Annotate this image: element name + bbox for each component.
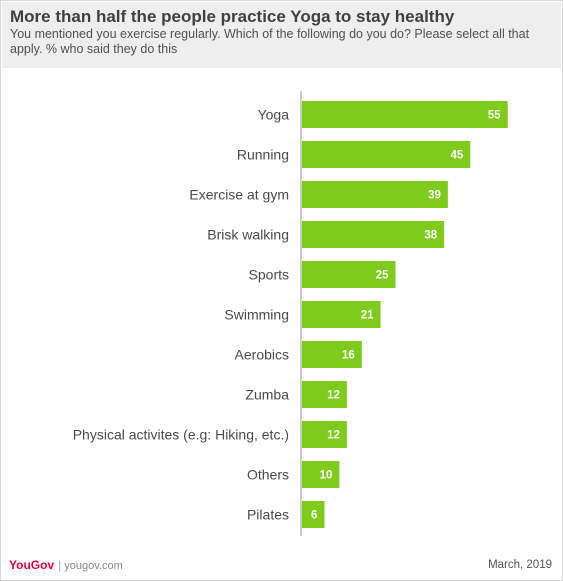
bar — [302, 181, 448, 208]
chart-subtitle: You mentioned you exercise regularly. Wh… — [10, 27, 530, 56]
category-label: Zumba — [245, 387, 289, 403]
footer-separator: | — [58, 558, 62, 572]
value-label: 45 — [451, 150, 464, 162]
category-label: Aerobics — [235, 347, 289, 363]
bar — [302, 301, 381, 328]
value-label: 21 — [361, 310, 374, 322]
brand-name: YouGov — [9, 558, 55, 572]
chart-header: More than half the people practice Yoga … — [2, 2, 561, 68]
category-label: Running — [237, 147, 289, 163]
bar — [302, 341, 362, 368]
category-label: Exercise at gym — [189, 187, 289, 203]
category-label: Swimming — [224, 307, 289, 323]
bar — [302, 501, 325, 528]
value-label: 12 — [327, 430, 340, 442]
bar — [302, 261, 396, 288]
footer-url: yougov.com — [64, 560, 123, 572]
value-label: 38 — [424, 230, 437, 242]
value-label: 55 — [488, 110, 501, 122]
bar — [302, 101, 508, 128]
value-label: 12 — [327, 390, 340, 402]
bar — [302, 221, 445, 248]
value-label: 10 — [320, 470, 333, 482]
value-label: 16 — [342, 350, 355, 362]
bar — [302, 381, 347, 408]
category-label: Physical activites (e.g: Hiking, etc.) — [73, 427, 289, 443]
category-label: Yoga — [258, 107, 290, 123]
yougov-logo: YouGov | yougov.com — [9, 558, 123, 572]
bar — [302, 141, 471, 168]
category-label: Pilates — [247, 507, 289, 523]
value-label: 6 — [311, 510, 317, 522]
category-label: Sports — [249, 267, 289, 283]
footer-date: March, 2019 — [488, 559, 552, 571]
chart-title: More than half the people practice Yoga … — [10, 7, 455, 26]
bar — [302, 421, 347, 448]
category-label: Others — [247, 467, 289, 483]
value-label: 25 — [376, 270, 389, 282]
value-label: 39 — [428, 190, 441, 202]
bar — [302, 461, 340, 488]
category-label: Brisk walking — [207, 227, 289, 243]
